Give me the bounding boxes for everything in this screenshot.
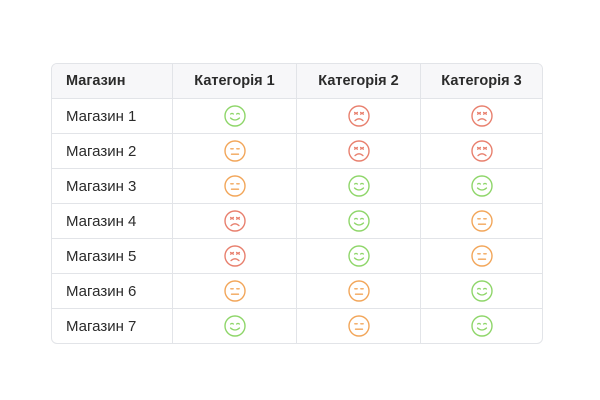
rating-cell-category-2 [296, 99, 420, 133]
table-row: Магазин 6 [52, 273, 542, 308]
rating-cell-category-1 [172, 239, 296, 273]
rating-cell-category-3 [420, 239, 542, 273]
table-row: Магазин 1 [52, 98, 542, 133]
neutral-face-icon [470, 210, 493, 232]
happy-face-icon [223, 315, 246, 337]
table-row: Магазин 7 [52, 308, 542, 343]
rating-cell-category-2 [296, 204, 420, 238]
table-body: Магазин 1 Магазин 2 Магазин 3 Магазин 4 Мага… [52, 98, 542, 343]
column-header-category-3[interactable]: Категорія 3 [420, 64, 542, 98]
rating-cell-category-3 [420, 99, 542, 133]
table-row: Магазин 3 [52, 168, 542, 203]
rating-cell-category-1 [172, 99, 296, 133]
store-name-cell: Магазин 6 [66, 282, 137, 300]
rating-cell-category-2 [296, 169, 420, 203]
happy-face-icon [347, 175, 370, 197]
rating-cell-category-3 [420, 204, 542, 238]
rating-cell-category-2 [296, 239, 420, 273]
neutral-face-icon [223, 280, 246, 302]
table-row: Магазин 2 [52, 133, 542, 168]
rating-cell-category-3 [420, 309, 542, 343]
happy-face-icon [470, 315, 493, 337]
store-name-cell: Магазин 1 [66, 107, 137, 125]
rating-cell-category-2 [296, 274, 420, 308]
store-name-cell: Магазин 7 [66, 317, 137, 335]
neutral-face-icon [223, 140, 246, 162]
table-row: Магазин 5 [52, 238, 542, 273]
store-name-cell: Магазин 5 [66, 247, 137, 265]
sad-face-icon [347, 140, 370, 162]
rating-cell-category-1 [172, 309, 296, 343]
happy-face-icon [223, 105, 246, 127]
rating-cell-category-1 [172, 204, 296, 238]
sad-face-icon [470, 140, 493, 162]
happy-face-icon [470, 175, 493, 197]
store-name-cell: Магазин 4 [66, 212, 137, 230]
rating-cell-category-1 [172, 274, 296, 308]
rating-cell-category-3 [420, 274, 542, 308]
rating-cell-category-3 [420, 134, 542, 168]
happy-face-icon [347, 245, 370, 267]
rating-cell-category-1 [172, 169, 296, 203]
neutral-face-icon [470, 245, 493, 267]
column-header-category-1[interactable]: Категорія 1 [172, 64, 296, 98]
column-header-store[interactable]: Магазин [66, 73, 126, 89]
neutral-face-icon [223, 175, 246, 197]
table-row: Магазин 4 [52, 203, 542, 238]
ratings-table: Магазин Категорія 1 Категорія 2 Категорі… [51, 63, 543, 344]
column-header-category-2[interactable]: Категорія 2 [296, 64, 420, 98]
store-name-cell: Магазин 2 [66, 142, 137, 160]
sad-face-icon [223, 210, 246, 232]
rating-cell-category-3 [420, 169, 542, 203]
rating-cell-category-2 [296, 134, 420, 168]
rating-cell-category-2 [296, 309, 420, 343]
happy-face-icon [347, 210, 370, 232]
rating-cell-category-1 [172, 134, 296, 168]
table-header-row: Магазин Категорія 1 Категорія 2 Категорі… [52, 64, 542, 98]
neutral-face-icon [347, 315, 370, 337]
store-name-cell: Магазин 3 [66, 177, 137, 195]
sad-face-icon [347, 105, 370, 127]
happy-face-icon [470, 280, 493, 302]
sad-face-icon [223, 245, 246, 267]
neutral-face-icon [347, 280, 370, 302]
sad-face-icon [470, 105, 493, 127]
